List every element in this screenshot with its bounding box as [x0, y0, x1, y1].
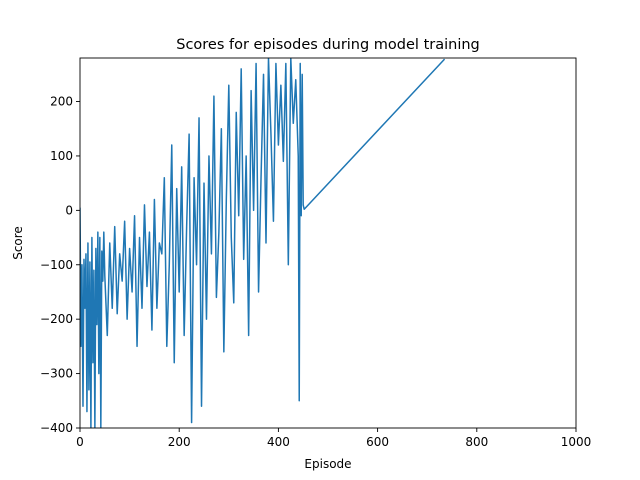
x-axis: 0 200 400 600 800 1000: [76, 428, 591, 449]
x-tick-label: 600: [366, 435, 389, 449]
series-layer: [80, 58, 446, 428]
y-tick-label: 100: [50, 149, 73, 163]
x-tick-label: 400: [267, 435, 290, 449]
y-tick-label: −100: [40, 258, 73, 272]
x-tick-label: 800: [465, 435, 488, 449]
x-tick-label: 200: [168, 435, 191, 449]
score-series-line: [80, 58, 446, 428]
y-axis-label: Score: [11, 226, 25, 260]
chart-title: Scores for episodes during model trainin…: [176, 37, 480, 53]
plot-frame: [79, 57, 577, 429]
y-tick-label: 0: [65, 203, 73, 217]
x-axis-label: Episode: [304, 457, 351, 471]
y-tick-label: 200: [50, 95, 73, 109]
y-tick-label: −300: [40, 367, 73, 381]
y-tick-label: −400: [40, 421, 73, 435]
y-axis: −400 −300 −200 −100 0 100 200: [40, 95, 80, 435]
x-tick-label: 0: [76, 435, 84, 449]
y-tick-label: −200: [40, 312, 73, 326]
x-tick-label: 1000: [561, 435, 592, 449]
